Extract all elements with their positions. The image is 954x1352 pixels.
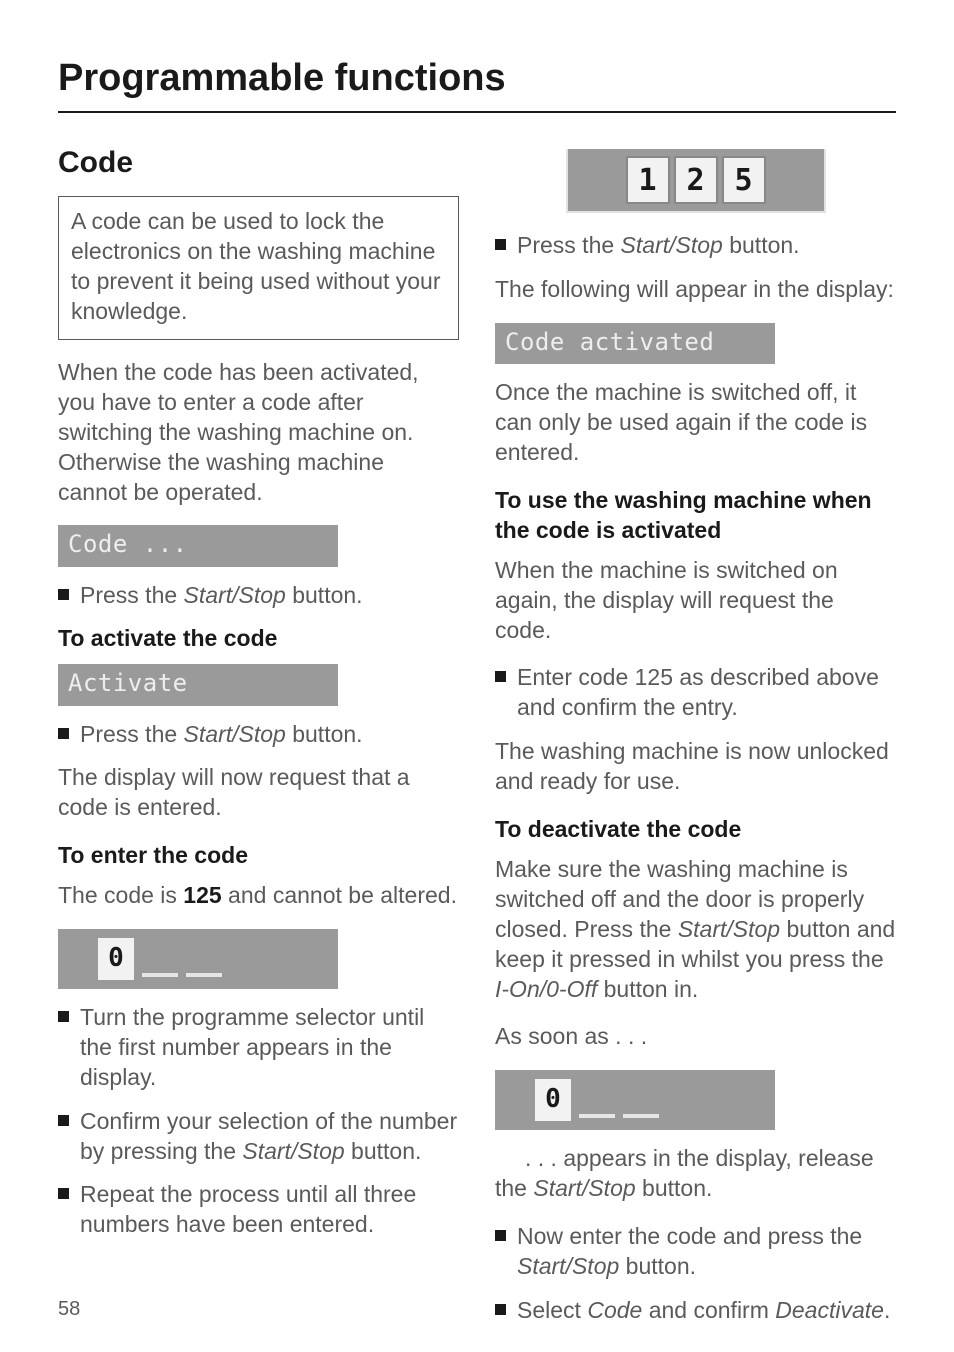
digit-1: 1: [626, 156, 670, 204]
button-label: I-On/0-Off: [495, 976, 597, 1002]
subheading-deactivate: To deactivate the code: [495, 815, 896, 845]
digit-2: 2: [674, 156, 718, 204]
lcd-digit-display-deactivate: 0: [495, 1070, 775, 1130]
subheading-enter: To enter the code: [58, 841, 459, 871]
step-now-enter-code: Now enter the code and press the Start/S…: [495, 1222, 896, 1282]
right-column: 1 2 5 Press the Start/Stop button. The f…: [495, 143, 896, 1339]
digit-slot: [186, 973, 222, 977]
text: button.: [345, 1138, 422, 1164]
text: The code is: [58, 882, 183, 908]
menu-item: Code: [587, 1297, 642, 1323]
step-confirm-selection: Confirm your selection of the number by …: [58, 1107, 459, 1167]
step-turn-selector: Turn the programme selector until the fi…: [58, 1003, 459, 1093]
section-heading-code: Code: [58, 143, 459, 182]
code-value: 125: [183, 882, 221, 908]
digit-0: 0: [98, 938, 134, 980]
page-number: 58: [58, 1296, 80, 1322]
step-select-deactivate: Select Code and confirm Deactivate.: [495, 1296, 896, 1326]
subheading-activate: To activate the code: [58, 624, 459, 654]
button-label: Start/Stop: [184, 721, 286, 747]
button-label: Start/Stop: [242, 1138, 344, 1164]
step-press-start-2: Press the Start/Stop button.: [58, 720, 459, 750]
text: Now enter the code and press the: [517, 1223, 862, 1249]
text: .: [884, 1297, 890, 1323]
text: button.: [286, 721, 363, 747]
request-paragraph: The display will now request that a code…: [58, 763, 459, 823]
step-repeat-process: Repeat the process until all three numbe…: [58, 1180, 459, 1240]
step-press-start-1: Press the Start/Stop button.: [58, 581, 459, 611]
text: Press the: [80, 582, 184, 608]
text: Press the: [80, 721, 184, 747]
intro-paragraph: When the code has been activated, you ha…: [58, 358, 459, 507]
page-title: Programmable functions: [58, 54, 896, 113]
button-label: Start/Stop: [184, 582, 286, 608]
lcd-display-activated: Code activated: [495, 323, 775, 364]
lcd-digit-display-125: 1 2 5: [566, 149, 826, 213]
text: button in.: [597, 976, 698, 1002]
text: button.: [723, 232, 800, 258]
lcd-digit-display-enter: 0: [58, 929, 338, 989]
deactivate-paragraph-1: Make sure the washing machine is switche…: [495, 855, 896, 1004]
button-label: Start/Stop: [533, 1175, 635, 1201]
text: button.: [286, 582, 363, 608]
digit-5: 5: [722, 156, 766, 204]
digit-slot: [142, 973, 178, 977]
button-label: Start/Stop: [621, 232, 723, 258]
step-enter-125: Enter code 125 as described above and co…: [495, 663, 896, 723]
menu-item: Deactivate: [775, 1297, 884, 1323]
digit-slot: [579, 1114, 615, 1118]
text: button.: [636, 1175, 713, 1201]
following-paragraph: The following will appear in the display…: [495, 275, 896, 305]
lcd-display-activate: Activate: [58, 664, 338, 705]
unlocked-paragraph: The washing machine is now unlocked and …: [495, 737, 896, 797]
use-paragraph: When the machine is switched on again, t…: [495, 556, 896, 646]
step-press-start-3: Press the Start/Stop button.: [495, 231, 896, 261]
text: Press the: [517, 232, 621, 258]
text: and confirm: [642, 1297, 775, 1323]
digit-0: 0: [535, 1079, 571, 1121]
text: Select: [517, 1297, 587, 1323]
info-box: A code can be used to lock the electroni…: [58, 196, 459, 340]
content-columns: Code A code can be used to lock the elec…: [58, 143, 896, 1339]
subheading-use-when-activated: To use the washing machine when the code…: [495, 486, 896, 546]
left-column: Code A code can be used to lock the elec…: [58, 143, 459, 1339]
button-label: Start/Stop: [517, 1253, 619, 1279]
button-label: Start/Stop: [678, 916, 780, 942]
once-off-paragraph: Once the machine is switched off, it can…: [495, 378, 896, 468]
digit-slot: [623, 1114, 659, 1118]
code-line: The code is 125 and cannot be altered.: [58, 881, 459, 911]
appears-paragraph: . . . appears in the display, release th…: [495, 1144, 896, 1204]
text: button.: [619, 1253, 696, 1279]
as-soon-as: As soon as . . .: [495, 1022, 896, 1052]
text: and cannot be altered.: [222, 882, 457, 908]
lcd-display-code: Code ...: [58, 525, 338, 566]
